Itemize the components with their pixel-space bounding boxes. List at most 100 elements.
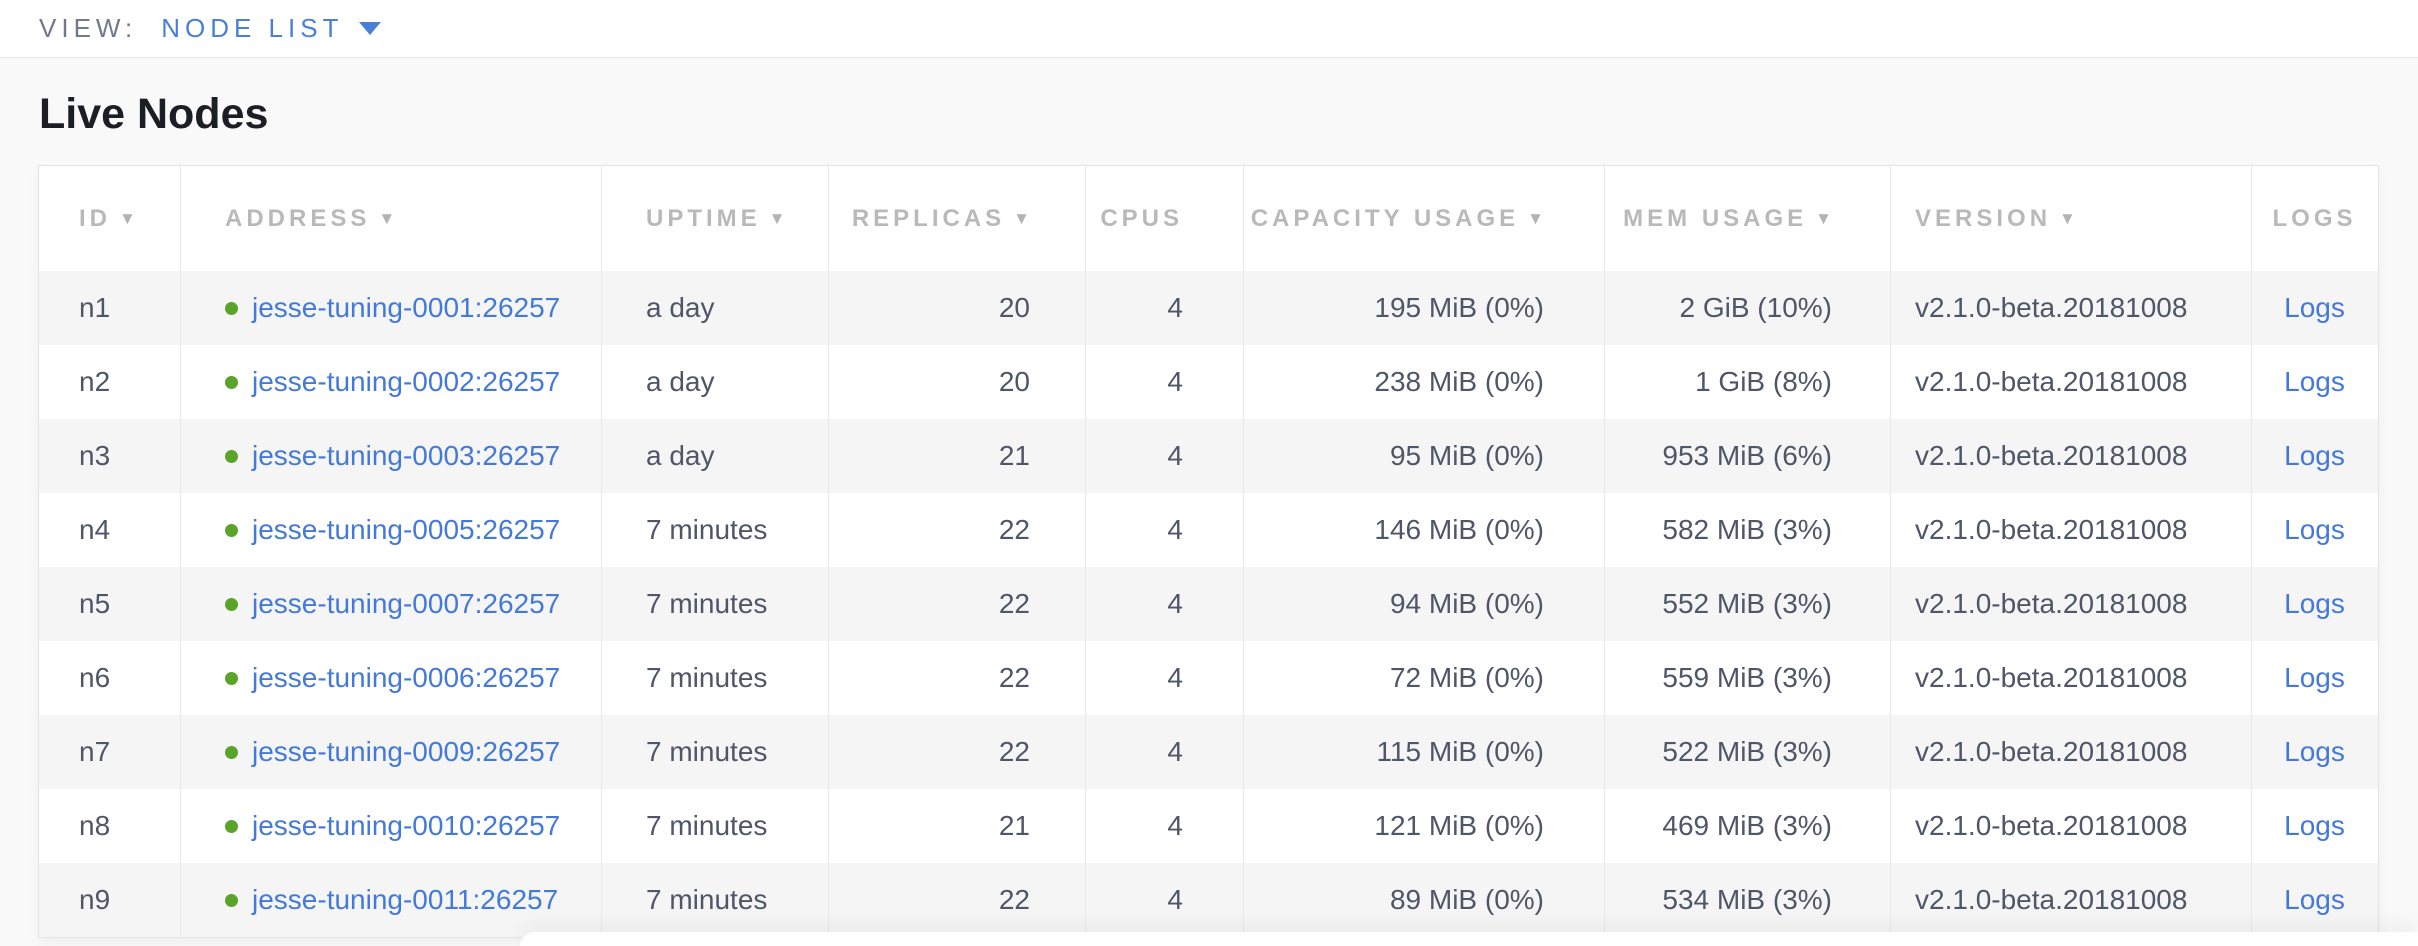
cell-id: n1 xyxy=(38,271,181,345)
cell-id: n2 xyxy=(38,345,181,419)
node-address-link[interactable]: jesse-tuning-0007:26257 xyxy=(252,588,561,619)
cell-id: n8 xyxy=(38,789,181,863)
column-header-label: CPUS xyxy=(1100,204,1183,232)
column-header-replicas[interactable]: REPLICAS ▼ xyxy=(828,165,1086,271)
cell-address: jesse-tuning-0009:26257 xyxy=(180,715,602,789)
cell-address: jesse-tuning-0003:26257 xyxy=(180,419,602,493)
node-address-link[interactable]: jesse-tuning-0005:26257 xyxy=(252,514,561,545)
node-logs-link[interactable]: Logs xyxy=(2284,736,2345,767)
sort-desc-icon: ▼ xyxy=(1815,208,1832,228)
cell-capacity: 121 MiB (0%) xyxy=(1243,789,1605,863)
cell-id: n3 xyxy=(38,419,181,493)
node-address-link[interactable]: jesse-tuning-0009:26257 xyxy=(252,736,561,767)
cell-cpus: 4 xyxy=(1085,493,1244,567)
node-address-link[interactable]: jesse-tuning-0006:26257 xyxy=(252,662,561,693)
cell-address: jesse-tuning-0005:26257 xyxy=(180,493,602,567)
cell-capacity: 94 MiB (0%) xyxy=(1243,567,1605,641)
sort-desc-icon: ▼ xyxy=(119,208,136,228)
node-address-link[interactable]: jesse-tuning-0001:26257 xyxy=(252,292,561,323)
node-live-status-icon xyxy=(225,524,238,537)
cell-logs: Logs xyxy=(2252,567,2379,641)
node-address-link[interactable]: jesse-tuning-0003:26257 xyxy=(252,440,561,471)
view-selector-bar: VIEW: NODE LIST xyxy=(0,0,2418,58)
cell-version: v2.1.0-beta.20181008 xyxy=(1890,493,2252,567)
cell-logs: Logs xyxy=(2252,789,2379,863)
node-address-link[interactable]: jesse-tuning-0011:26257 xyxy=(252,884,559,915)
cell-uptime: a day xyxy=(601,419,829,493)
cell-uptime: 7 minutes xyxy=(601,715,829,789)
cell-replicas: 22 xyxy=(828,641,1086,715)
node-logs-link[interactable]: Logs xyxy=(2284,366,2345,397)
cell-capacity: 238 MiB (0%) xyxy=(1243,345,1605,419)
cell-address: jesse-tuning-0006:26257 xyxy=(180,641,602,715)
cell-replicas: 20 xyxy=(828,345,1086,419)
cell-cpus: 4 xyxy=(1085,271,1244,345)
column-header-label: REPLICAS xyxy=(851,204,1006,232)
cell-capacity: 195 MiB (0%) xyxy=(1243,271,1605,345)
cell-id: n9 xyxy=(38,863,181,938)
cell-replicas: 22 xyxy=(828,567,1086,641)
node-live-status-icon xyxy=(225,746,238,759)
cell-version: v2.1.0-beta.20181008 xyxy=(1890,715,2252,789)
node-logs-link[interactable]: Logs xyxy=(2284,514,2345,545)
cell-version: v2.1.0-beta.20181008 xyxy=(1890,641,2252,715)
cell-cpus: 4 xyxy=(1085,419,1244,493)
cell-version: v2.1.0-beta.20181008 xyxy=(1890,863,2252,938)
column-header-label: UPTIME xyxy=(646,204,761,232)
node-live-status-icon xyxy=(225,672,238,685)
node-row-n3: n3 jesse-tuning-0003:26257 a day 21 4 95 MiB … xyxy=(38,419,2379,493)
cell-mem: 469 MiB (3%) xyxy=(1604,789,1891,863)
node-logs-link[interactable]: Logs xyxy=(2284,440,2345,471)
node-logs-link[interactable]: Logs xyxy=(2284,588,2345,619)
cell-uptime: 7 minutes xyxy=(601,863,829,938)
node-row-n8: n8 jesse-tuning-0010:26257 7 minutes 21 4 121… xyxy=(38,789,2379,863)
chevron-down-icon xyxy=(359,22,382,35)
cell-address: jesse-tuning-0007:26257 xyxy=(180,567,602,641)
node-live-status-icon xyxy=(225,894,238,907)
column-header-version[interactable]: VERSION ▼ xyxy=(1890,165,2252,271)
cell-mem: 522 MiB (3%) xyxy=(1604,715,1891,789)
sort-desc-icon: ▼ xyxy=(378,208,396,228)
node-live-status-icon xyxy=(225,820,238,833)
view-label: VIEW: xyxy=(39,13,138,43)
cell-replicas: 21 xyxy=(828,419,1086,493)
node-address-link[interactable]: jesse-tuning-0002:26257 xyxy=(252,366,561,397)
column-header-label: MEM USAGE xyxy=(1623,204,1808,232)
cell-cpus: 4 xyxy=(1085,789,1244,863)
cell-version: v2.1.0-beta.20181008 xyxy=(1890,345,2252,419)
cell-id: n7 xyxy=(38,715,181,789)
column-header-capacity[interactable]: CAPACITY USAGE ▼ xyxy=(1243,165,1605,271)
cell-uptime: 7 minutes xyxy=(601,641,829,715)
cell-replicas: 22 xyxy=(828,493,1086,567)
node-live-status-icon xyxy=(225,302,238,315)
column-header-label: ID xyxy=(79,204,111,232)
node-address-link[interactable]: jesse-tuning-0010:26257 xyxy=(252,810,561,841)
node-logs-link[interactable]: Logs xyxy=(2284,810,2345,841)
node-logs-link[interactable]: Logs xyxy=(2284,662,2345,693)
column-header-uptime[interactable]: UPTIME ▼ xyxy=(601,165,829,271)
cell-logs: Logs xyxy=(2252,493,2379,567)
next-section-edge xyxy=(520,932,2418,946)
cell-mem: 953 MiB (6%) xyxy=(1604,419,1891,493)
cell-cpus: 4 xyxy=(1085,567,1244,641)
cell-version: v2.1.0-beta.20181008 xyxy=(1890,271,2252,345)
column-header-id[interactable]: ID ▼ xyxy=(38,165,181,271)
node-row-n1: n1 jesse-tuning-0001:26257 a day 20 4 195 MiB… xyxy=(38,271,2379,345)
cell-logs: Logs xyxy=(2252,345,2379,419)
cell-mem: 534 MiB (3%) xyxy=(1604,863,1891,938)
column-header-label: LOGS xyxy=(2272,204,2357,232)
node-logs-link[interactable]: Logs xyxy=(2284,292,2345,323)
column-header-label: ADDRESS xyxy=(225,204,371,232)
cell-capacity: 72 MiB (0%) xyxy=(1243,641,1605,715)
cell-id: n6 xyxy=(38,641,181,715)
view-dropdown[interactable]: NODE LIST xyxy=(161,13,382,44)
node-row-n4: n4 jesse-tuning-0005:26257 7 minutes 22 4 146… xyxy=(38,493,2379,567)
sort-desc-icon: ▼ xyxy=(1527,208,1544,228)
cell-logs: Logs xyxy=(2252,641,2379,715)
column-header-address[interactable]: ADDRESS ▼ xyxy=(180,165,602,271)
node-row-n9: n9 jesse-tuning-0011:26257 7 minutes 22 4 89 … xyxy=(38,863,2379,938)
cell-mem: 552 MiB (3%) xyxy=(1604,567,1891,641)
table-header-row: ID ▼ ADDRESS ▼ UPTIME ▼ REPLICAS ▼ CPUS CAPACITY … xyxy=(38,165,2379,271)
node-logs-link[interactable]: Logs xyxy=(2284,884,2345,915)
column-header-mem[interactable]: MEM USAGE ▼ xyxy=(1604,165,1891,271)
